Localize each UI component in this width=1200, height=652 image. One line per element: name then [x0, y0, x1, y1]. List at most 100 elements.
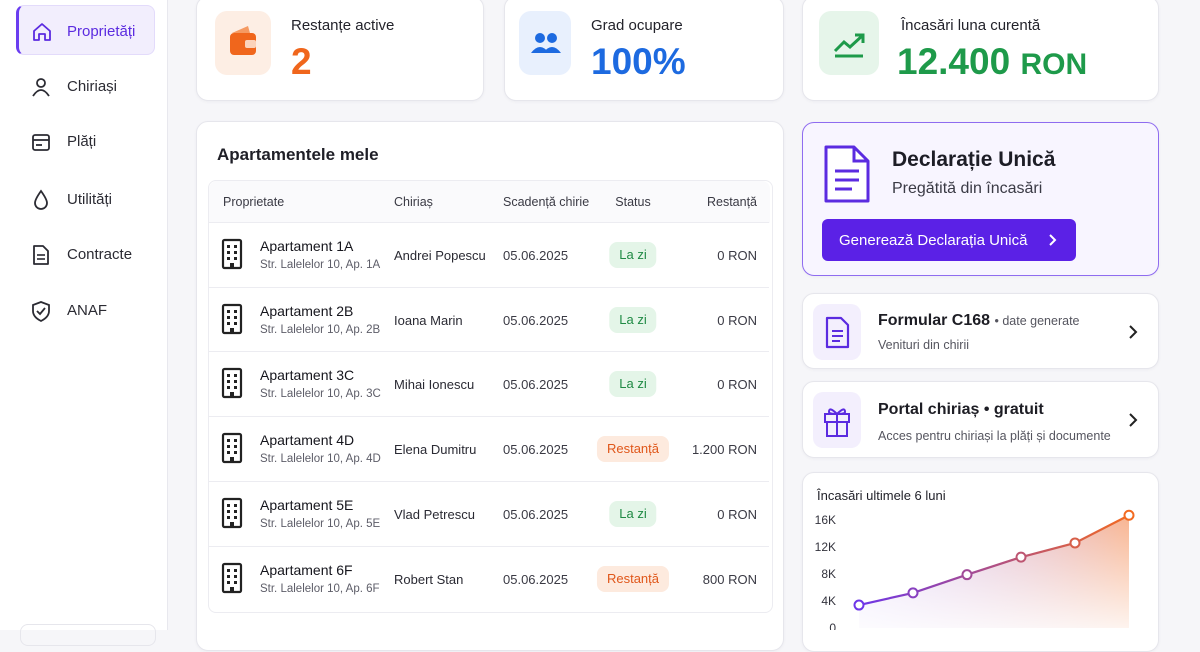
nav-label: ANAF [67, 302, 108, 319]
generate-button[interactable]: Generează Declarația Unică [822, 219, 1076, 261]
card-heading: Formular C168 • date generate [878, 312, 1080, 330]
data-point [853, 599, 865, 611]
declaration-title: Declarație Unică [892, 148, 1056, 171]
nav-icon [32, 134, 50, 151]
tenant: Ioana Marin [394, 313, 463, 328]
row-divider [209, 222, 769, 223]
stat-unit: RON [1020, 48, 1088, 81]
arrears: 800 RON [702, 572, 757, 587]
due-date: 05.06.2025 [503, 442, 569, 457]
nav-icon [33, 245, 49, 265]
stat-icon [519, 11, 571, 75]
property-name: Apartament 4D [260, 432, 355, 448]
status-pill: La zi [609, 242, 657, 268]
arrears: 0 RON [717, 507, 757, 522]
building [221, 562, 243, 594]
building-icon [220, 303, 244, 340]
y-tick-label: 8K [821, 567, 836, 581]
property-name: Apartament 5E [260, 497, 354, 513]
card-tag: • date generate [994, 314, 1080, 328]
stat-label: Restanțe active [291, 17, 395, 34]
stat-icon [819, 11, 879, 75]
chevron [1129, 325, 1138, 339]
people-icon [531, 33, 561, 53]
stat-value: 2 [291, 41, 312, 82]
due-date: 05.06.2025 [503, 377, 569, 392]
status-pill: Restanță [596, 436, 670, 462]
data-point [1069, 537, 1081, 549]
link-card[interactable]: Formular C168 • date generate Venituri d… [802, 293, 1159, 369]
building [221, 497, 243, 529]
building-icon [220, 367, 244, 404]
card-title: Portal chiriaș • gratuit [878, 401, 1044, 418]
property-name: Apartament 2B [260, 303, 354, 319]
table-card: Apartamentele mele [196, 121, 784, 651]
declaration-subtitle: Pregătită din încasări [892, 180, 1043, 197]
property-address: Str. Lalelelor 10, Ap. 4D [260, 453, 381, 465]
declaration-card: Declarație Unică Pregătită din încasări … [802, 122, 1159, 276]
building-icon [220, 432, 244, 469]
arrears: 0 RON [717, 377, 757, 392]
property-name: Apartament 3C [260, 367, 355, 383]
status-pill: Restanță [596, 566, 670, 592]
row-divider [209, 416, 769, 417]
data-point [961, 569, 973, 581]
property-address: Str. Lalelelor 10, Ap. 1A [260, 259, 381, 271]
stat-value: 100% [591, 41, 686, 82]
building [221, 238, 243, 270]
building [221, 303, 243, 335]
nav-label: Utilități [67, 191, 113, 208]
tenant: Vlad Petrescu [394, 507, 475, 522]
chevron [1129, 413, 1138, 427]
data-point [1123, 509, 1135, 521]
nav-item[interactable]: ANAF [16, 285, 155, 335]
trend-icon [833, 33, 865, 58]
link-card[interactable]: Portal chiriaș • gratuit Acces pentru ch… [802, 381, 1159, 458]
stat-number: 12.400 [897, 41, 1011, 82]
row-divider [209, 287, 769, 288]
property-name: Apartament 1A [260, 238, 354, 254]
y-tick-label: 12K [815, 540, 836, 554]
status-pill: La zi [609, 307, 657, 333]
tenant: Mihai Ionescu [394, 377, 475, 392]
building-icon [220, 497, 244, 534]
card-subtitle: Venituri din chirii [878, 338, 970, 352]
nav-label: Plăți [67, 133, 97, 150]
data-point [1015, 551, 1027, 563]
due-date: 05.06.2025 [503, 507, 569, 522]
page: Dashboard html, body { margin: 0; paddin… [16, 0, 1159, 652]
nav-item[interactable]: Contracte [16, 229, 155, 279]
building [221, 367, 243, 399]
due-date: 05.06.2025 [503, 572, 569, 587]
nav-label: Proprietăți [67, 23, 136, 40]
tenant: Andrei Popescu [394, 248, 486, 263]
building-icon [220, 238, 244, 275]
row-divider [209, 546, 769, 547]
stat-card: Grad ocupare 100% [504, 0, 784, 101]
tenant: Robert Stan [394, 572, 464, 587]
card-subtitle: Acces pentru chiriași la plăți și docume… [878, 429, 1111, 443]
building-icon [220, 562, 244, 599]
nav-item[interactable]: Proprietăți [16, 5, 155, 55]
app: { "sidebar": {"items": [ {"label": "Prop… [16, 0, 1159, 652]
column-header: Status [615, 195, 651, 209]
status-pill: La zi [609, 371, 657, 397]
chart: Încasări ultimele 6 luni 0 4K 8K 12K 16K [815, 488, 1135, 630]
nav-item[interactable]: Utilități [16, 174, 155, 224]
y-tick-label: 4K [821, 594, 836, 608]
y-tick-label: 0 [829, 621, 836, 630]
building [221, 432, 243, 464]
nav-icon [32, 78, 50, 97]
line [858, 514, 1130, 607]
nav-item[interactable]: Plăți [16, 116, 155, 166]
wallet-icon [230, 26, 256, 55]
table-frame [208, 180, 773, 613]
nav-label: Contracte [67, 246, 133, 263]
due-date: 05.06.2025 [503, 313, 569, 328]
nav-item[interactable]: Chiriași [16, 61, 155, 111]
column-header: Proprietate [223, 195, 285, 209]
arrears: 0 RON [717, 248, 757, 263]
property-address: Str. Lalelelor 10, Ap. 3C [260, 388, 381, 400]
column-header: Chiriaș [394, 195, 433, 209]
button-label: Generează Declarația Unică [839, 232, 1028, 249]
